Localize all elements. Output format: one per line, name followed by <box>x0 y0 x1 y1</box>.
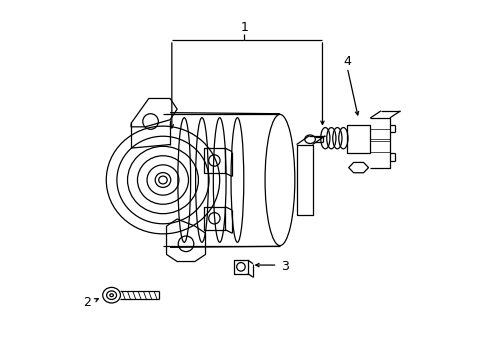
Ellipse shape <box>159 176 167 184</box>
Text: 4: 4 <box>343 55 350 68</box>
Text: 3: 3 <box>281 260 288 273</box>
Text: 1: 1 <box>240 21 248 34</box>
Text: 2: 2 <box>82 296 91 309</box>
Ellipse shape <box>264 114 294 246</box>
